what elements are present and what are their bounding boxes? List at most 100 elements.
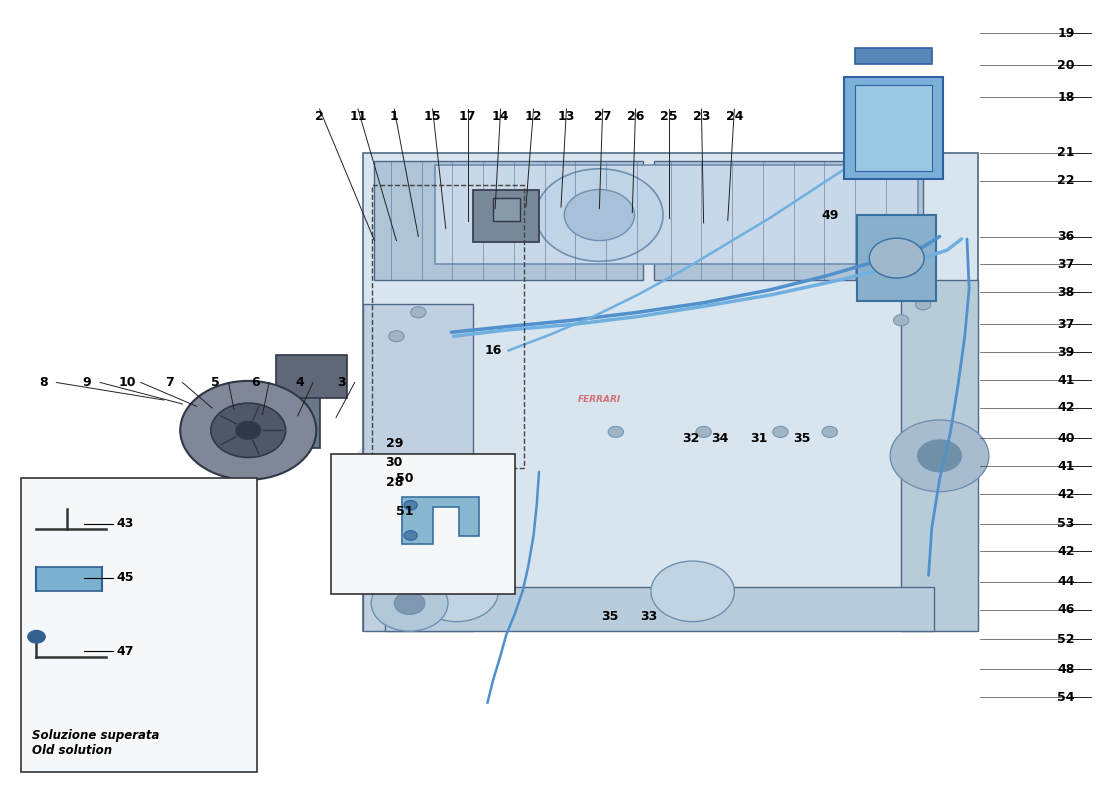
Text: ⚡: ⚡ (675, 370, 754, 478)
Bar (372, 185, 524, 468)
Text: 4: 4 (296, 376, 305, 389)
Bar (363, 153, 978, 631)
Text: 49: 49 (821, 209, 838, 222)
Text: a passion for parts: a passion for parts (407, 510, 693, 578)
Text: 27: 27 (594, 110, 612, 123)
Text: eurospares: eurospares (345, 434, 645, 526)
Text: 31: 31 (750, 432, 767, 445)
Circle shape (371, 575, 448, 631)
Circle shape (392, 482, 428, 509)
Bar (331, 454, 515, 594)
Text: 52: 52 (1057, 633, 1075, 646)
Circle shape (388, 330, 404, 342)
Text: 50: 50 (396, 472, 414, 485)
Text: 3: 3 (338, 376, 345, 389)
Text: 34: 34 (712, 432, 729, 445)
Text: 37: 37 (1057, 318, 1075, 330)
Bar (363, 304, 473, 631)
Circle shape (536, 169, 663, 262)
Circle shape (822, 426, 837, 438)
Circle shape (696, 426, 712, 438)
Circle shape (651, 561, 735, 622)
Text: 42: 42 (1057, 402, 1075, 414)
Text: 53: 53 (1057, 517, 1075, 530)
Text: 28: 28 (385, 476, 403, 489)
Text: 38: 38 (1057, 286, 1075, 299)
Text: 15: 15 (424, 110, 441, 123)
Bar (857, 215, 936, 301)
Bar (238, 396, 320, 448)
Circle shape (915, 298, 931, 310)
Text: 42: 42 (1057, 487, 1075, 501)
Text: FERRARI: FERRARI (578, 395, 621, 405)
Circle shape (28, 630, 45, 643)
Text: 45: 45 (117, 571, 134, 584)
Text: 6: 6 (252, 376, 261, 389)
Text: 33: 33 (640, 610, 658, 623)
Text: 40: 40 (1057, 432, 1075, 445)
Text: 17: 17 (459, 110, 476, 123)
Circle shape (772, 426, 788, 438)
Text: 42: 42 (1057, 545, 1075, 558)
Text: 35: 35 (602, 610, 619, 623)
Text: 48: 48 (1057, 663, 1075, 676)
Text: 37: 37 (1057, 258, 1075, 271)
Circle shape (890, 420, 989, 492)
Circle shape (564, 190, 635, 241)
Bar (654, 161, 923, 281)
Text: 24: 24 (726, 110, 744, 123)
Text: 8: 8 (39, 376, 47, 389)
Text: 21: 21 (1057, 146, 1075, 159)
Text: Soluzione superata
Old solution: Soluzione superata Old solution (32, 729, 160, 757)
Text: 5: 5 (211, 376, 220, 389)
Bar (36, 567, 102, 591)
Circle shape (236, 422, 261, 439)
Text: 10: 10 (119, 376, 136, 389)
Text: 14: 14 (492, 110, 509, 123)
Circle shape (211, 403, 286, 458)
Text: 2: 2 (316, 110, 324, 123)
Text: 18: 18 (1057, 90, 1075, 103)
Text: 41: 41 (1057, 374, 1075, 386)
Text: 7: 7 (165, 376, 174, 389)
Text: 36: 36 (1057, 230, 1075, 243)
Circle shape (608, 426, 624, 438)
Bar (844, 77, 943, 179)
Bar (276, 354, 346, 398)
Text: 19: 19 (1057, 26, 1075, 40)
Text: 41: 41 (1057, 460, 1075, 473)
Text: 43: 43 (117, 517, 134, 530)
Text: 23: 23 (693, 110, 711, 123)
Circle shape (394, 592, 425, 614)
Circle shape (415, 561, 498, 622)
Circle shape (869, 238, 924, 278)
Text: 35: 35 (794, 432, 811, 445)
Text: 29: 29 (385, 438, 403, 450)
Text: 26: 26 (627, 110, 645, 123)
Bar (901, 281, 978, 631)
Text: 9: 9 (82, 376, 91, 389)
Bar (374, 161, 644, 281)
Text: 32: 32 (682, 432, 700, 445)
Bar (855, 48, 932, 63)
Text: 30: 30 (385, 456, 403, 469)
Text: 46: 46 (1057, 603, 1075, 616)
Bar (473, 190, 539, 242)
Bar (493, 198, 520, 221)
Text: 39: 39 (1057, 346, 1075, 358)
Text: 12: 12 (525, 110, 542, 123)
Text: 44: 44 (1057, 575, 1075, 588)
Circle shape (410, 306, 426, 318)
Text: 51: 51 (396, 505, 414, 518)
Circle shape (180, 381, 317, 480)
Text: 1: 1 (389, 110, 398, 123)
Text: 22: 22 (1057, 174, 1075, 187)
Circle shape (404, 530, 417, 540)
Circle shape (893, 314, 909, 326)
Text: 20: 20 (1057, 58, 1075, 72)
Circle shape (917, 440, 961, 472)
Text: 13: 13 (558, 110, 575, 123)
Polygon shape (402, 498, 478, 543)
Text: 25: 25 (660, 110, 678, 123)
Text: 47: 47 (117, 645, 134, 658)
